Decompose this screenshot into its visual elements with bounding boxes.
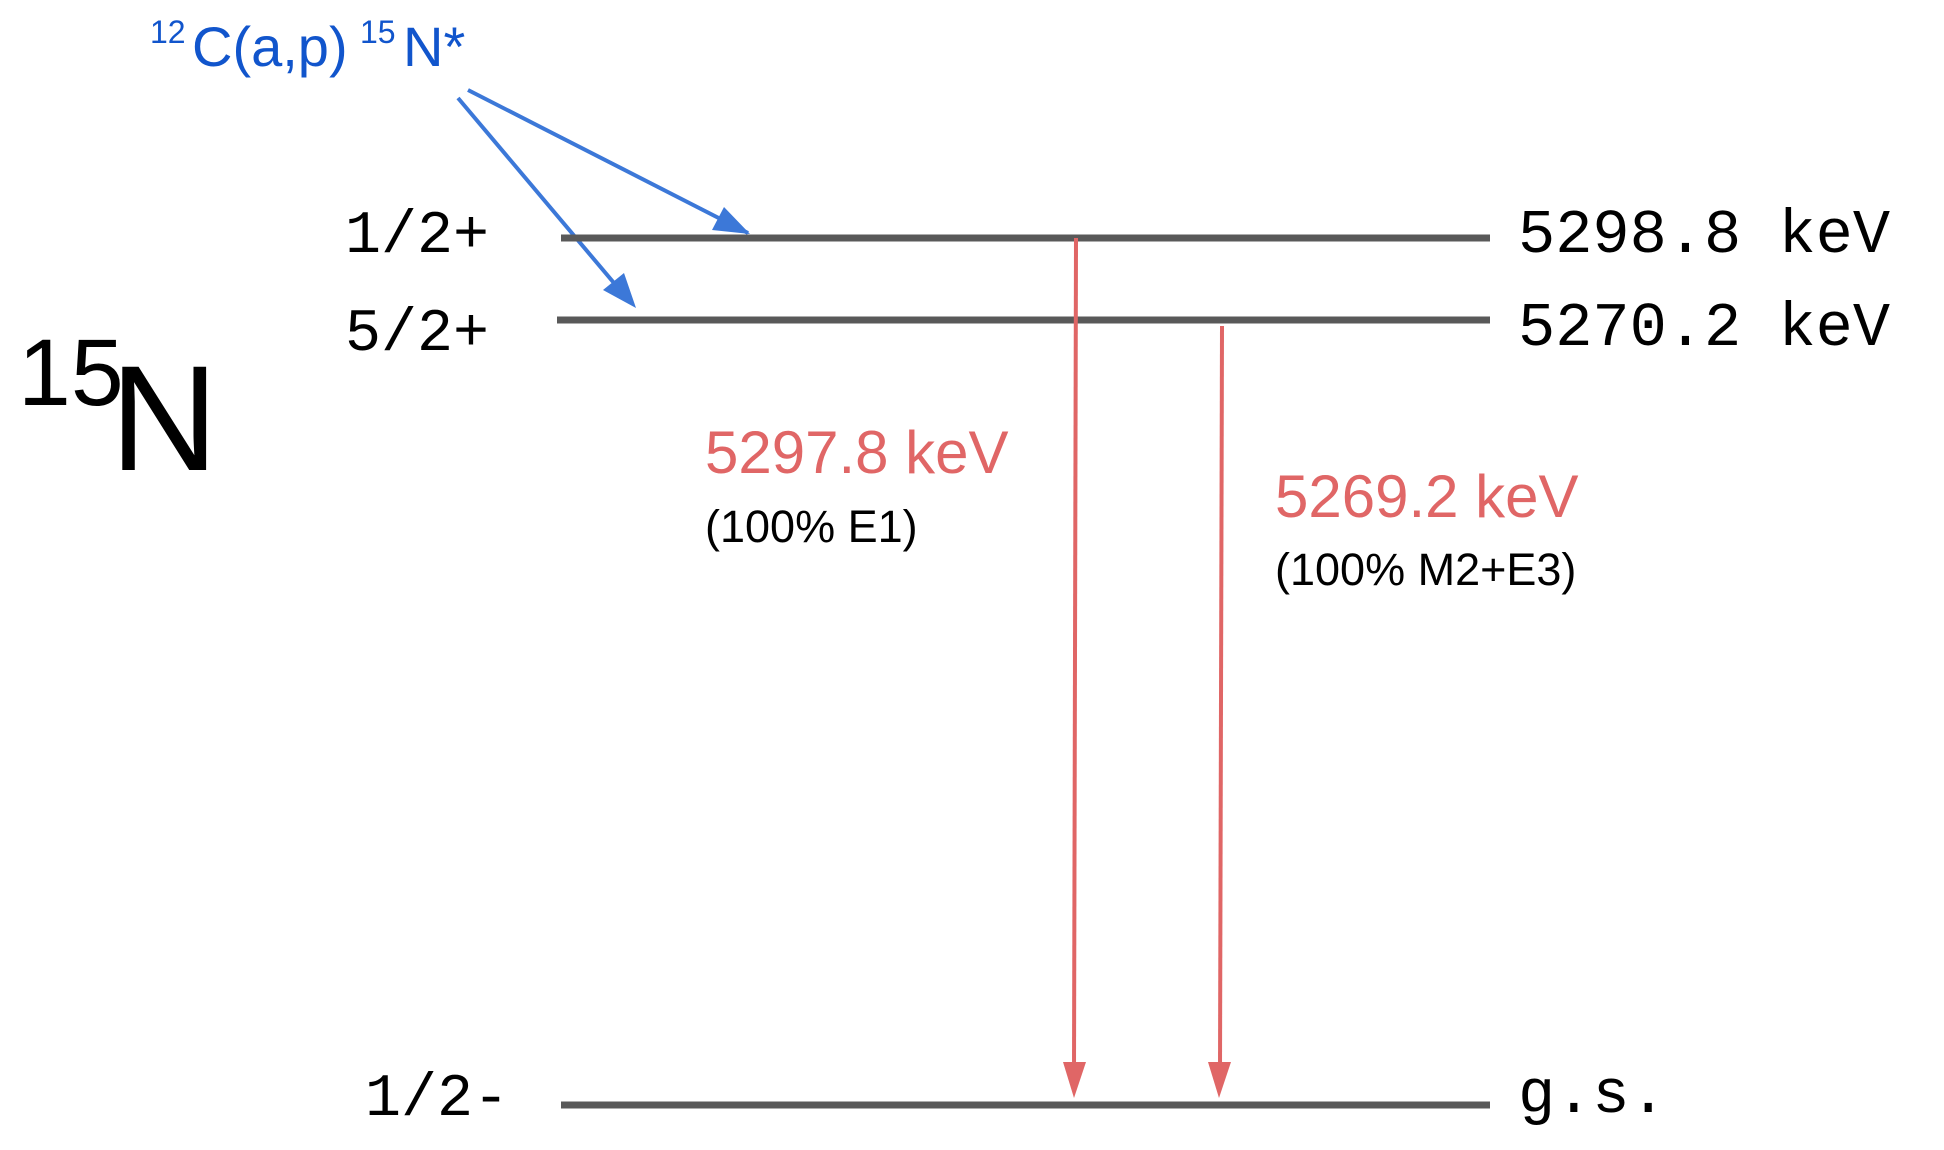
gamma-energy-5297: 5297.8 keV [705, 419, 1009, 486]
reaction-main: C(a,p) [192, 15, 348, 78]
feeding-arrow-to-5298 [467, 88, 749, 235]
reaction-product-superscript: 15 [360, 14, 396, 50]
energy-levels [557, 234, 1490, 1109]
gamma-detail-5269: (100% M2+E3) [1275, 544, 1576, 595]
gamma-transitions [1063, 237, 1231, 1098]
feeding-arrow-to-5270 [456, 96, 632, 304]
energy-label-5270: 5270.2 keV [1518, 293, 1890, 364]
spin-parity-ground-state: 1/2- [365, 1066, 509, 1134]
energy-label-5298: 5298.8 keV [1518, 200, 1890, 271]
spin-parity-labels: 1/2+ 5/2+ 1/2- [345, 203, 509, 1134]
reaction-pre-superscript: 12 [150, 14, 186, 50]
reaction-product: N* [403, 15, 465, 78]
nucleus-mass-number: 15 [18, 320, 124, 426]
gamma-arrowhead-5269 [1208, 1062, 1231, 1098]
gamma-line-5297 [1072, 237, 1078, 1071]
gamma-line-5269 [1218, 325, 1224, 1071]
gamma-arrowhead-5297 [1063, 1062, 1086, 1098]
spin-parity-5298: 1/2+ [345, 203, 489, 271]
gamma-energy-5269: 5269.2 keV [1275, 463, 1579, 530]
spin-parity-5270: 5/2+ [345, 301, 489, 369]
gamma-detail-5297: (100% E1) [705, 501, 918, 552]
feeding-arrowhead-to-5270 [603, 273, 636, 308]
reaction-feeding-arrows [456, 88, 750, 308]
reaction-label: 12 C(a,p) 15 N* [150, 14, 465, 78]
level-energy-labels: 5298.8 keV 5270.2 keV g.s. [1518, 200, 1890, 1131]
energy-label-ground-state: g.s. [1518, 1060, 1667, 1131]
nucleus-symbol: N [110, 334, 218, 502]
nucleus-label: 15 N [18, 320, 218, 502]
gamma-labels: 5297.8 keV (100% E1) 5269.2 keV (100% M2… [705, 419, 1579, 595]
feeding-arrowhead-to-5298 [712, 207, 750, 234]
